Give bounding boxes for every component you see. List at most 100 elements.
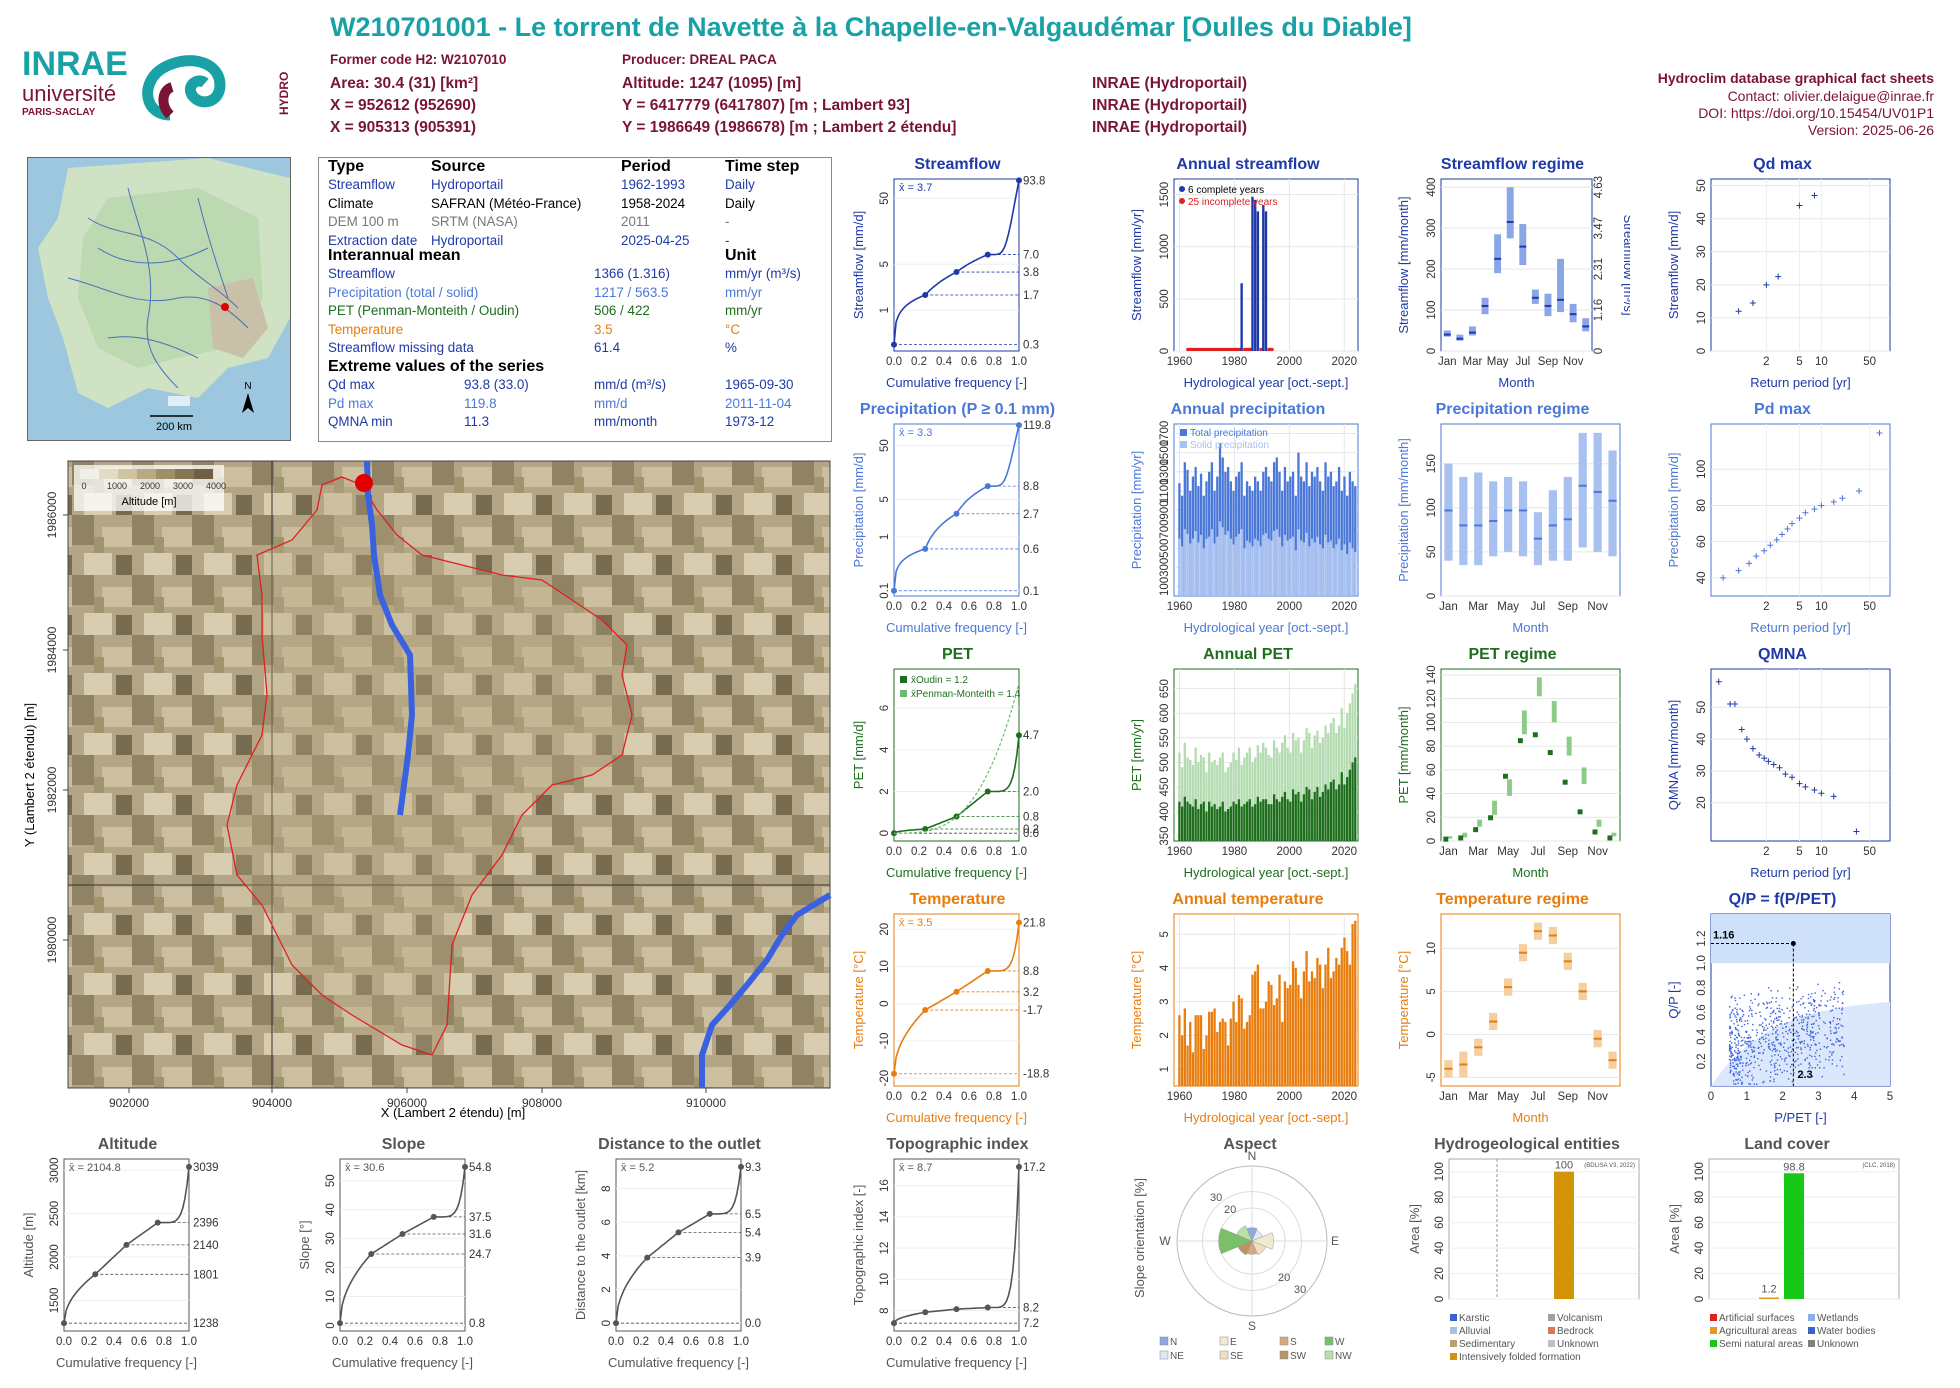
bar-penman bbox=[1281, 742, 1284, 841]
scatter-point bbox=[1750, 999, 1752, 1002]
scatter-point bbox=[1768, 1023, 1770, 1025]
x-tick-label: 0.6 bbox=[407, 1336, 423, 1348]
scatter-point bbox=[1797, 1013, 1800, 1016]
legend-swatch bbox=[1279, 1336, 1289, 1346]
scatter-point bbox=[1836, 1018, 1839, 1020]
scatter-point bbox=[1747, 1037, 1749, 1040]
scatter-point bbox=[1833, 986, 1836, 989]
scatter-point bbox=[1838, 1040, 1841, 1043]
scatter-point bbox=[1729, 1027, 1732, 1029]
data-point bbox=[1802, 783, 1809, 790]
scatter-point bbox=[1832, 1005, 1834, 1007]
bar-folded bbox=[1554, 1171, 1574, 1299]
data-point bbox=[1743, 736, 1750, 743]
scatter-point bbox=[1752, 1046, 1754, 1048]
quantile-label: 24.7 bbox=[469, 1249, 491, 1261]
y-tick-label: 500 bbox=[1159, 289, 1171, 308]
map-xtick-label: 910000 bbox=[686, 1096, 726, 1110]
bar-oudin bbox=[1226, 809, 1230, 841]
legend-label: NE bbox=[1170, 1351, 1184, 1362]
bar-solid bbox=[1354, 552, 1357, 596]
scatter-point bbox=[1800, 1052, 1803, 1054]
cdf-point bbox=[891, 341, 897, 348]
scatter-point bbox=[1739, 1051, 1741, 1053]
plot-frame bbox=[893, 668, 1020, 842]
scatter-point bbox=[1765, 1024, 1767, 1027]
regime-box bbox=[1456, 334, 1464, 341]
box-penman bbox=[1611, 832, 1617, 837]
y-tick-label: 1 bbox=[879, 307, 891, 313]
col-type: Type bbox=[328, 158, 365, 175]
bar-solid bbox=[1335, 544, 1338, 596]
cdf-point bbox=[675, 1229, 682, 1236]
scatter-point bbox=[1729, 1040, 1731, 1043]
y-tick-label: 50 bbox=[325, 1174, 337, 1187]
bar-incomplete bbox=[1197, 347, 1201, 351]
budyko-zone bbox=[1711, 1001, 1890, 1086]
quantile-label: 3.2 bbox=[1023, 987, 1039, 999]
bar-semi-natural bbox=[1784, 1173, 1804, 1299]
scatter-point bbox=[1770, 1064, 1772, 1066]
scatter-point bbox=[1802, 1074, 1804, 1076]
y-tick-label: -5 bbox=[1426, 1072, 1438, 1082]
data-point bbox=[1818, 790, 1825, 797]
scatter-point bbox=[1814, 1043, 1816, 1045]
x-tick-label: Sep bbox=[1538, 356, 1558, 368]
scatter-point bbox=[1799, 1042, 1802, 1044]
bar-total bbox=[1300, 476, 1303, 596]
scatter-point bbox=[1736, 1011, 1738, 1013]
bar-penman bbox=[1254, 757, 1257, 841]
box-oudin bbox=[1443, 836, 1449, 842]
bar-solid bbox=[1321, 548, 1324, 596]
scatter-point bbox=[1790, 1024, 1793, 1027]
scatter-point bbox=[1807, 1018, 1809, 1020]
data-point bbox=[1856, 487, 1863, 494]
bar-temperature bbox=[1313, 978, 1316, 1086]
y-tick-label: 60 bbox=[1434, 1216, 1446, 1229]
scatter-point bbox=[1733, 1013, 1735, 1015]
scatter-point bbox=[1759, 1052, 1761, 1054]
cdf-point bbox=[154, 1219, 161, 1226]
y-tick-label: 10 bbox=[879, 1273, 891, 1286]
map-xtick-label: 902000 bbox=[109, 1096, 149, 1110]
data-point bbox=[1782, 771, 1789, 778]
bar-temperature bbox=[1297, 984, 1300, 1086]
bar-temperature bbox=[1283, 981, 1287, 1086]
scatter-point bbox=[1737, 1048, 1739, 1050]
legend-swatch bbox=[1450, 1327, 1457, 1334]
legend-label: Semi natural areas bbox=[1719, 1339, 1803, 1350]
scatter-point bbox=[1837, 1040, 1840, 1042]
bar-total bbox=[1332, 486, 1335, 596]
chart-title: QMNA bbox=[1758, 646, 1807, 663]
scatter-point bbox=[1836, 1038, 1839, 1040]
scatter-point bbox=[1749, 1037, 1751, 1039]
y-tick-label: 0 bbox=[325, 1322, 337, 1328]
france-map: 200 km N bbox=[27, 157, 291, 441]
x-tick-label: 0.4 bbox=[936, 1091, 953, 1103]
y-tick-label: 600 bbox=[1159, 704, 1171, 723]
x-tick-label: Sep bbox=[1558, 1091, 1578, 1103]
y-tick-label: 8 bbox=[879, 1307, 891, 1313]
y-tick-label: 5 bbox=[879, 261, 891, 267]
scatter-point bbox=[1829, 1021, 1832, 1023]
scatter-point bbox=[1734, 1034, 1736, 1037]
info-source: SAFRAN (Météo-France) bbox=[431, 195, 582, 211]
former-code: Former code H2: W2107010 bbox=[330, 52, 507, 67]
scatter-point bbox=[1762, 1038, 1765, 1041]
x-axis-label: Hydrological year [oct.-sept.] bbox=[1184, 865, 1349, 880]
bar-temperature bbox=[1275, 998, 1278, 1086]
x-tick-label: 2020 bbox=[1331, 846, 1357, 858]
quantile-label: 0.3 bbox=[1023, 340, 1039, 352]
bar-oudin bbox=[1289, 801, 1292, 841]
bar-incomplete bbox=[1221, 347, 1225, 351]
bar-temperature bbox=[1259, 1008, 1262, 1086]
y-tick-label: 0 bbox=[1426, 1031, 1438, 1037]
cdf-point bbox=[61, 1320, 67, 1327]
bar-solid bbox=[1254, 538, 1257, 596]
y-axis-label: PET [mm/month] bbox=[1396, 706, 1411, 803]
scatter-point bbox=[1778, 1042, 1780, 1045]
chart-title: Annual temperature bbox=[1172, 891, 1323, 908]
regime-box bbox=[1468, 326, 1476, 336]
